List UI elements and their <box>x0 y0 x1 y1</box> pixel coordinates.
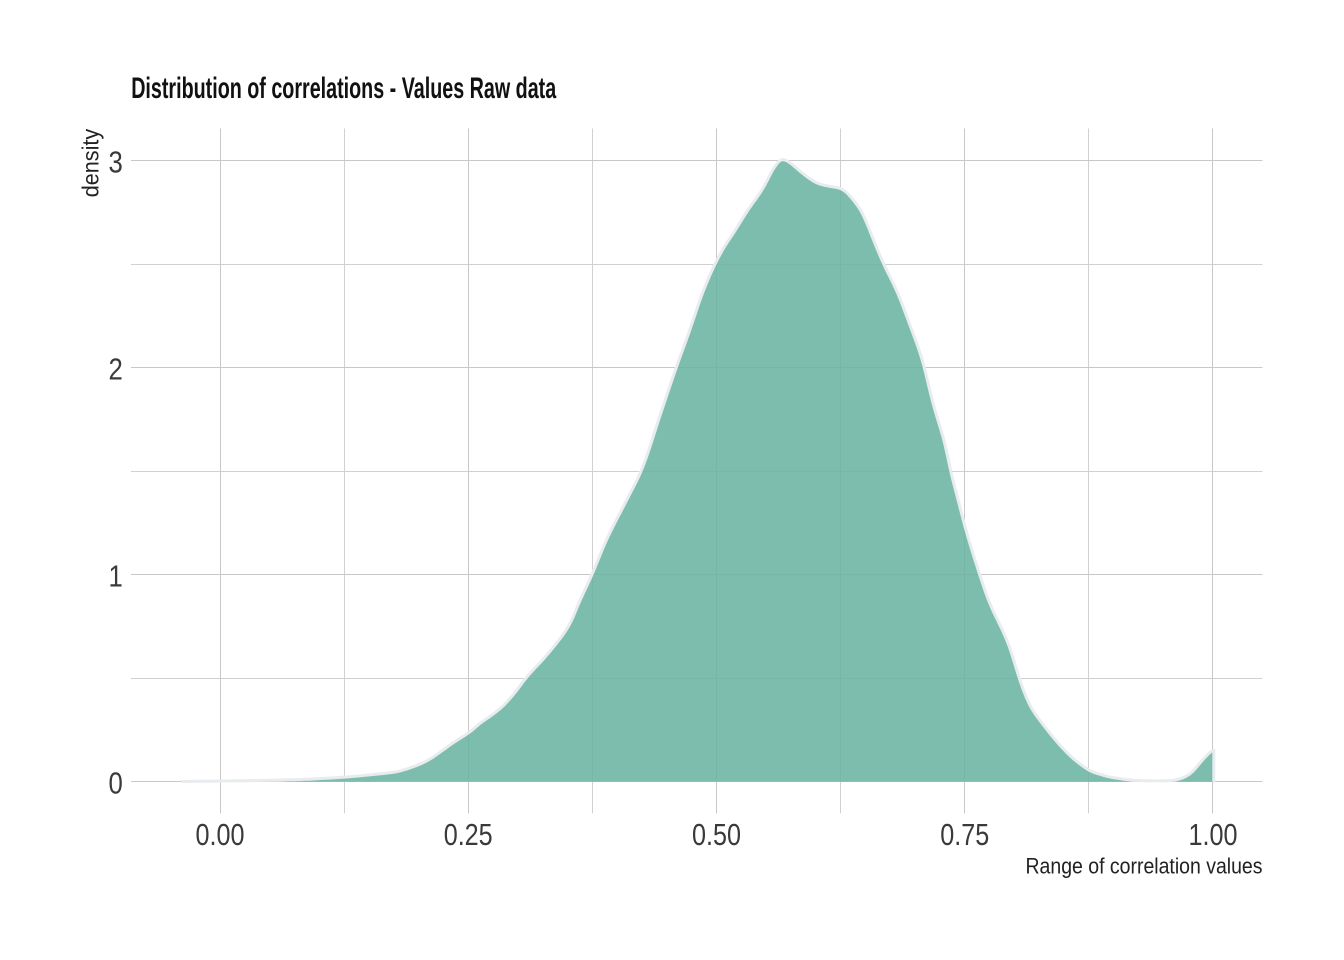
svg-text:0.25: 0.25 <box>444 818 493 852</box>
svg-text:0.75: 0.75 <box>940 818 989 852</box>
svg-text:density: density <box>77 129 103 198</box>
svg-text:Distribution of correlations -: Distribution of correlations - Values Ra… <box>131 72 556 105</box>
svg-text:0.50: 0.50 <box>692 818 741 852</box>
svg-text:0: 0 <box>109 767 123 801</box>
svg-text:3: 3 <box>109 146 123 180</box>
svg-text:Range of correlation values: Range of correlation values <box>1026 854 1263 879</box>
svg-text:1.00: 1.00 <box>1189 818 1238 852</box>
svg-text:2: 2 <box>109 353 123 387</box>
svg-text:1: 1 <box>109 560 123 594</box>
svg-text:0.00: 0.00 <box>196 818 245 852</box>
